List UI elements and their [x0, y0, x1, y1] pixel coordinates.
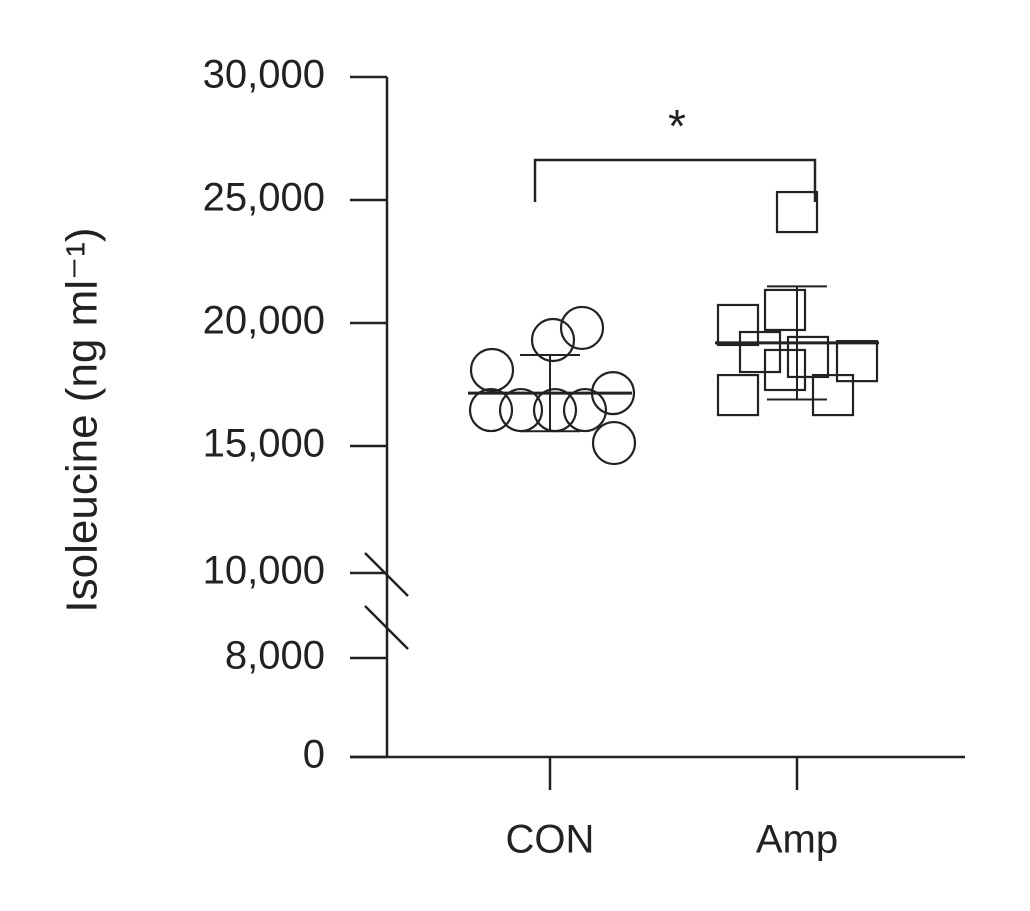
y-tick-label: 30,000	[203, 53, 325, 97]
y-tick-label: 25,000	[203, 176, 325, 220]
data-point	[469, 347, 515, 393]
data-point	[562, 387, 608, 433]
y-tick-label: 15,000	[203, 422, 325, 466]
axis-break	[364, 605, 409, 650]
data-point	[738, 330, 782, 374]
significance-label: *	[668, 100, 686, 152]
data-point	[716, 373, 760, 417]
y-tick-label: 20,000	[203, 299, 325, 343]
data-point	[468, 387, 514, 433]
x-tick-label: CON	[506, 818, 595, 862]
axis-break	[364, 552, 409, 597]
data-point	[559, 305, 605, 351]
data-point	[763, 288, 807, 332]
data-point	[716, 303, 760, 347]
y-tick-label: 10,000	[203, 549, 325, 593]
data-point	[775, 190, 819, 234]
data-point	[763, 348, 807, 392]
data-point	[530, 317, 576, 363]
y-tick-label: 8,000	[225, 634, 325, 678]
data-point	[498, 387, 544, 433]
significance-bracket	[533, 158, 817, 202]
data-point	[786, 335, 830, 379]
x-tick-label: Amp	[756, 818, 838, 862]
data-point	[835, 340, 879, 383]
y-tick-label: 0	[303, 733, 325, 777]
y-axis-label: Isoleucine (ng ml⁻¹)	[58, 227, 107, 612]
data-point	[811, 373, 855, 417]
data-point	[591, 420, 637, 466]
